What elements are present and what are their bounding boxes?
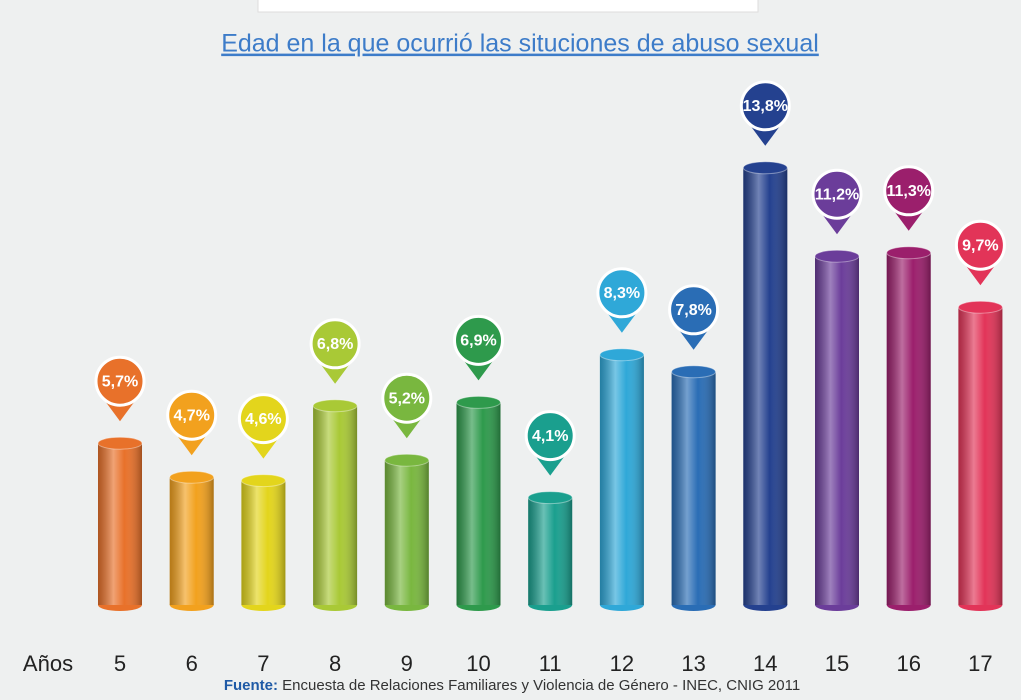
chart: Edad en la que ocurrió las situciones de… [0, 0, 1021, 700]
bar-top [313, 400, 357, 412]
x-tick-label: 11 [539, 651, 562, 676]
bar-top [743, 162, 787, 174]
background [0, 0, 1021, 700]
x-tick-label: 12 [610, 651, 634, 676]
bar-top [457, 396, 501, 408]
value-label: 6,8% [317, 336, 353, 353]
bar-top [385, 454, 429, 466]
x-tick-label: 16 [896, 651, 920, 676]
source: Fuente: Encuesta de Relaciones Familiare… [224, 677, 800, 694]
bar-top [815, 250, 859, 262]
value-label: 5,2% [389, 390, 425, 407]
value-label: 13,8% [743, 98, 788, 115]
source-label: Fuente: [224, 677, 278, 694]
bar-top [98, 437, 142, 449]
value-label: 6,9% [460, 333, 496, 350]
bar-top [528, 492, 572, 504]
x-tick-label: 15 [825, 651, 849, 676]
value-label: 4,7% [173, 407, 209, 424]
bar-shine [98, 443, 142, 605]
chart-title: Edad en la que ocurrió las situciones de… [221, 30, 819, 58]
x-axis-label: Años [23, 651, 73, 676]
bar-top [958, 301, 1002, 313]
x-tick-label: 7 [257, 651, 269, 676]
top-panel [258, 0, 758, 12]
value-label: 5,7% [102, 373, 138, 390]
value-label: 8,3% [604, 285, 640, 302]
x-tick-label: 17 [968, 651, 992, 676]
bar-shine [887, 253, 931, 605]
value-label: 11,3% [886, 183, 930, 200]
bar-shine [815, 256, 859, 605]
x-tick-label: 8 [329, 651, 341, 676]
bar-shine [457, 402, 501, 605]
x-tick-label: 13 [681, 651, 705, 676]
value-label: 9,7% [962, 237, 998, 254]
bar-shine [672, 372, 716, 605]
bar-shine [528, 498, 572, 605]
bar-top [887, 247, 931, 259]
value-label: 7,8% [675, 302, 711, 319]
x-tick-label: 14 [753, 651, 777, 676]
bar-shine [743, 168, 787, 605]
bar-top [170, 471, 214, 483]
bar-top [600, 349, 644, 361]
bar-shine [385, 460, 429, 605]
bar-shine [958, 307, 1002, 605]
value-label: 4,6% [245, 411, 281, 428]
value-label: 11,2% [815, 186, 859, 203]
bar-shine [313, 406, 357, 605]
value-label: 4,1% [532, 428, 568, 445]
bar-top [672, 366, 716, 378]
x-tick-label: 6 [186, 651, 198, 676]
bar-shine [170, 477, 214, 605]
x-tick-label: 5 [114, 651, 126, 676]
bar-top [241, 475, 285, 487]
bar-shine [600, 355, 644, 605]
x-tick-label: 10 [466, 651, 490, 676]
x-tick-label: 9 [401, 651, 413, 676]
source-text: Encuesta de Relaciones Familiares y Viol… [282, 677, 800, 694]
bar-shine [241, 481, 285, 605]
